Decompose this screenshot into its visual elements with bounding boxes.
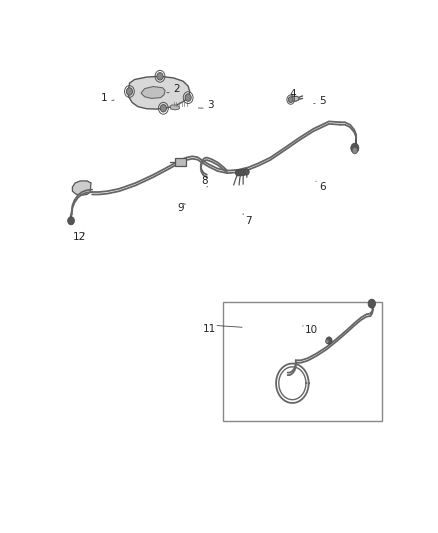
Text: 4: 4 — [289, 88, 296, 99]
Circle shape — [244, 168, 249, 175]
Text: 3: 3 — [208, 100, 214, 110]
Circle shape — [352, 147, 357, 154]
Text: 7: 7 — [245, 216, 251, 226]
Circle shape — [326, 337, 332, 344]
Circle shape — [127, 88, 132, 95]
Polygon shape — [128, 76, 190, 109]
FancyBboxPatch shape — [223, 302, 382, 421]
Text: 5: 5 — [320, 96, 326, 106]
Text: 9: 9 — [177, 203, 184, 213]
Circle shape — [185, 94, 191, 101]
Polygon shape — [170, 105, 180, 110]
Text: 6: 6 — [320, 182, 326, 192]
Circle shape — [368, 299, 375, 308]
Circle shape — [157, 72, 163, 80]
Circle shape — [288, 97, 293, 102]
FancyBboxPatch shape — [175, 158, 186, 166]
Text: 1: 1 — [101, 93, 107, 103]
Circle shape — [67, 216, 74, 225]
Circle shape — [160, 104, 166, 112]
Polygon shape — [141, 86, 165, 99]
Polygon shape — [290, 96, 299, 101]
Polygon shape — [72, 181, 91, 195]
Circle shape — [235, 169, 241, 176]
Circle shape — [351, 143, 359, 153]
Text: 10: 10 — [304, 325, 318, 335]
Circle shape — [241, 169, 246, 175]
Circle shape — [238, 169, 244, 176]
Circle shape — [325, 340, 329, 343]
Text: 2: 2 — [173, 84, 180, 94]
Text: 12: 12 — [73, 232, 86, 242]
Text: 8: 8 — [201, 176, 208, 186]
Text: 11: 11 — [202, 324, 216, 334]
